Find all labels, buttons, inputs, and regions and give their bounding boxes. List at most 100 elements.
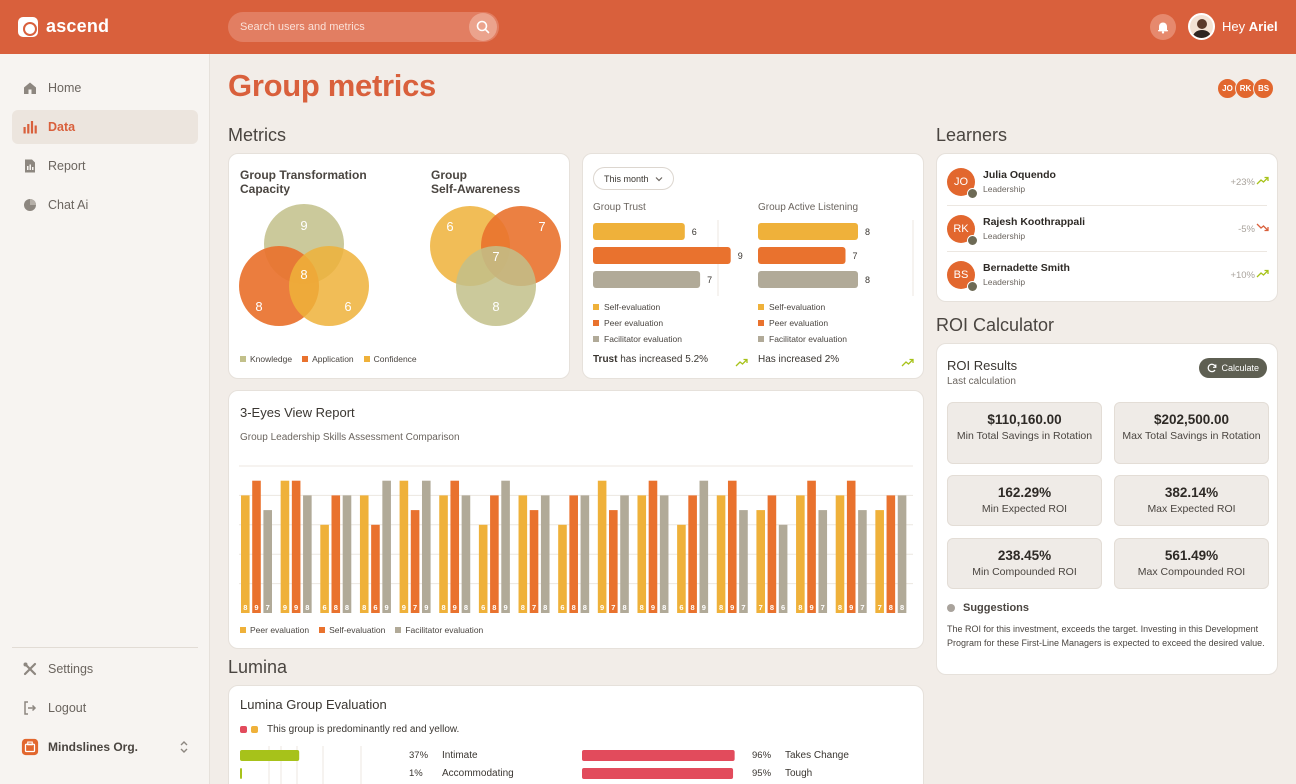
bar-value-label: 9: [738, 251, 743, 261]
bar-self-evaluation: [529, 510, 539, 613]
divider: [947, 205, 1267, 206]
learner-row[interactable]: RK Rajesh Koothrappali Leadership -5%: [937, 206, 1277, 252]
bar-peer-evaluation: [716, 495, 726, 613]
settings-icon: [21, 660, 39, 678]
yellow-swatch: [251, 726, 258, 733]
bar-self-evaluation: [648, 480, 658, 613]
lumina-bar-left: [240, 750, 300, 761]
suggestions-header: Suggestions: [947, 602, 1029, 614]
bar-value-label: 8: [865, 275, 870, 285]
org-switcher[interactable]: Mindslines Org.: [12, 730, 198, 764]
lumina-row-1-left-pct: 1%: [409, 768, 423, 779]
bar-value-label: 8: [305, 603, 309, 612]
sidebar-item-chat-ai[interactable]: Chat Ai: [12, 188, 198, 222]
avatar[interactable]: RK: [1235, 78, 1256, 99]
bar-value-label: 9: [402, 603, 406, 612]
bar-peer-evaluation: [637, 495, 647, 613]
sidebar-item-report[interactable]: Report: [12, 149, 198, 183]
venn1-title-line: Capacity: [240, 182, 291, 196]
bar-facilitator-evaluation: [342, 495, 352, 613]
trust-legend: Self-evaluation Peer evaluation Facilita…: [593, 302, 682, 350]
avatar[interactable]: BS: [1253, 78, 1274, 99]
trend-up-icon: [1256, 176, 1269, 188]
sidebar-item-data[interactable]: Data: [12, 110, 198, 144]
search-button[interactable]: [469, 13, 497, 41]
roi-card: ROI Results Last calculation Calculate $…: [936, 343, 1278, 675]
venn1-value-right: 6: [344, 299, 351, 314]
user-avatar[interactable]: [1188, 13, 1215, 40]
bar-value-label: 9: [809, 603, 813, 612]
search-input[interactable]: [240, 21, 460, 33]
bar-facilitator-evaluation: [620, 495, 629, 613]
bar-peer-evaluation: [241, 495, 250, 613]
bar-value-label: 9: [254, 603, 258, 612]
calculate-label: Calculate: [1221, 363, 1259, 373]
lumina-row-0-right-pct: 96%: [752, 750, 772, 761]
bar-peer-evaluation: [835, 495, 845, 613]
bell-icon: [1158, 22, 1168, 34]
page-title: Group metrics: [228, 68, 436, 103]
lumina-card: Lumina Group Evaluation This group is pr…: [228, 685, 924, 784]
bar-value-label: 6: [373, 603, 377, 612]
user-greeting[interactable]: Hey Ariel: [1222, 19, 1278, 34]
lumina-row-1-right-pct: 95%: [752, 768, 772, 779]
metrics-section-title: Metrics: [228, 125, 286, 145]
bar-peer-evaluation: [399, 480, 409, 613]
trust-listening-card: This month Group Trust Group Active List…: [582, 153, 924, 379]
calculate-button[interactable]: Calculate: [1199, 358, 1267, 378]
greeting-text: Hey: [1222, 19, 1246, 34]
venn1: 9 8 8 6: [239, 204, 369, 326]
legend-item: Peer evaluation: [240, 625, 309, 635]
period-label: This month: [604, 173, 649, 184]
lumina-card-title: Lumina Group Evaluation: [240, 697, 387, 712]
sidebar-item-home[interactable]: Home: [12, 71, 198, 105]
bar-value-label: 7: [853, 251, 858, 261]
legend-item: Peer evaluation: [758, 318, 847, 328]
bar-trust-2: [593, 271, 701, 288]
listening-footer: Has increased 2%: [758, 354, 840, 365]
learners-section-title: Learners: [936, 125, 1008, 145]
learner-row[interactable]: JO Julia Oquendo Leadership +23%: [937, 159, 1277, 205]
learner-row[interactable]: BS Bernadette Smith Leadership +10%: [937, 252, 1277, 298]
period-dropdown[interactable]: This month: [593, 167, 674, 190]
bar-value-label: 7: [759, 603, 763, 612]
notifications-button[interactable]: [1150, 14, 1176, 40]
roi-value: $110,160.00: [987, 412, 1062, 427]
bar-listening-2: [758, 271, 858, 288]
bar-facilitator-evaluation: [580, 495, 590, 613]
badge-icon: [967, 188, 978, 199]
bar-self-evaluation: [410, 510, 420, 613]
bar-value-label: 9: [453, 603, 457, 612]
roi-box-min-savings: $110,160.00 Min Total Savings in Rotatio…: [947, 402, 1102, 464]
legend-item: Facilitator evaluation: [395, 625, 483, 635]
venn-card: Group Transformation Capacity Group Self…: [228, 153, 570, 379]
bar-value-label: 8: [492, 603, 496, 612]
bar-value-label: 7: [707, 275, 712, 285]
bar-value-label: 8: [583, 603, 587, 612]
logo[interactable]: ascend: [18, 16, 109, 37]
venn2-value-center: 7: [492, 249, 499, 264]
bar-peer-evaluation: [756, 510, 766, 613]
bar-listening-1: [758, 247, 846, 264]
bar-value-label: 8: [662, 603, 666, 612]
roi-label: Max Compounded ROI: [1137, 566, 1246, 578]
lumina-row-0-left-label: Intimate: [442, 750, 478, 761]
lumina-bar-left: [240, 768, 242, 779]
sidebar-item-label: Chat Ai: [48, 198, 89, 212]
lumina-section-title: Lumina: [228, 657, 288, 677]
venn1-circle-confidence: [289, 246, 369, 326]
bar-facilitator-evaluation: [263, 510, 272, 613]
bar-chart-icon: [21, 118, 39, 136]
roi-box-min-compounded: 238.45% Min Compounded ROI: [947, 538, 1102, 589]
bar-facilitator-evaluation: [501, 480, 510, 613]
venn-diagrams: 9 8 8 6 6 7 7 8: [239, 204, 561, 326]
bar-self-evaluation: [886, 495, 896, 613]
sidebar-item-settings[interactable]: Settings: [12, 652, 198, 686]
sidebar-divider: [12, 647, 198, 648]
bar-value-label: 8: [441, 603, 445, 612]
bar-facilitator-evaluation: [461, 495, 471, 613]
sidebar-item-logout[interactable]: Logout: [12, 691, 198, 725]
roi-section-title: ROI Calculator: [936, 315, 1055, 335]
group-avatars[interactable]: JO RK BS: [1217, 78, 1274, 99]
bar-value-label: 6: [481, 603, 485, 612]
